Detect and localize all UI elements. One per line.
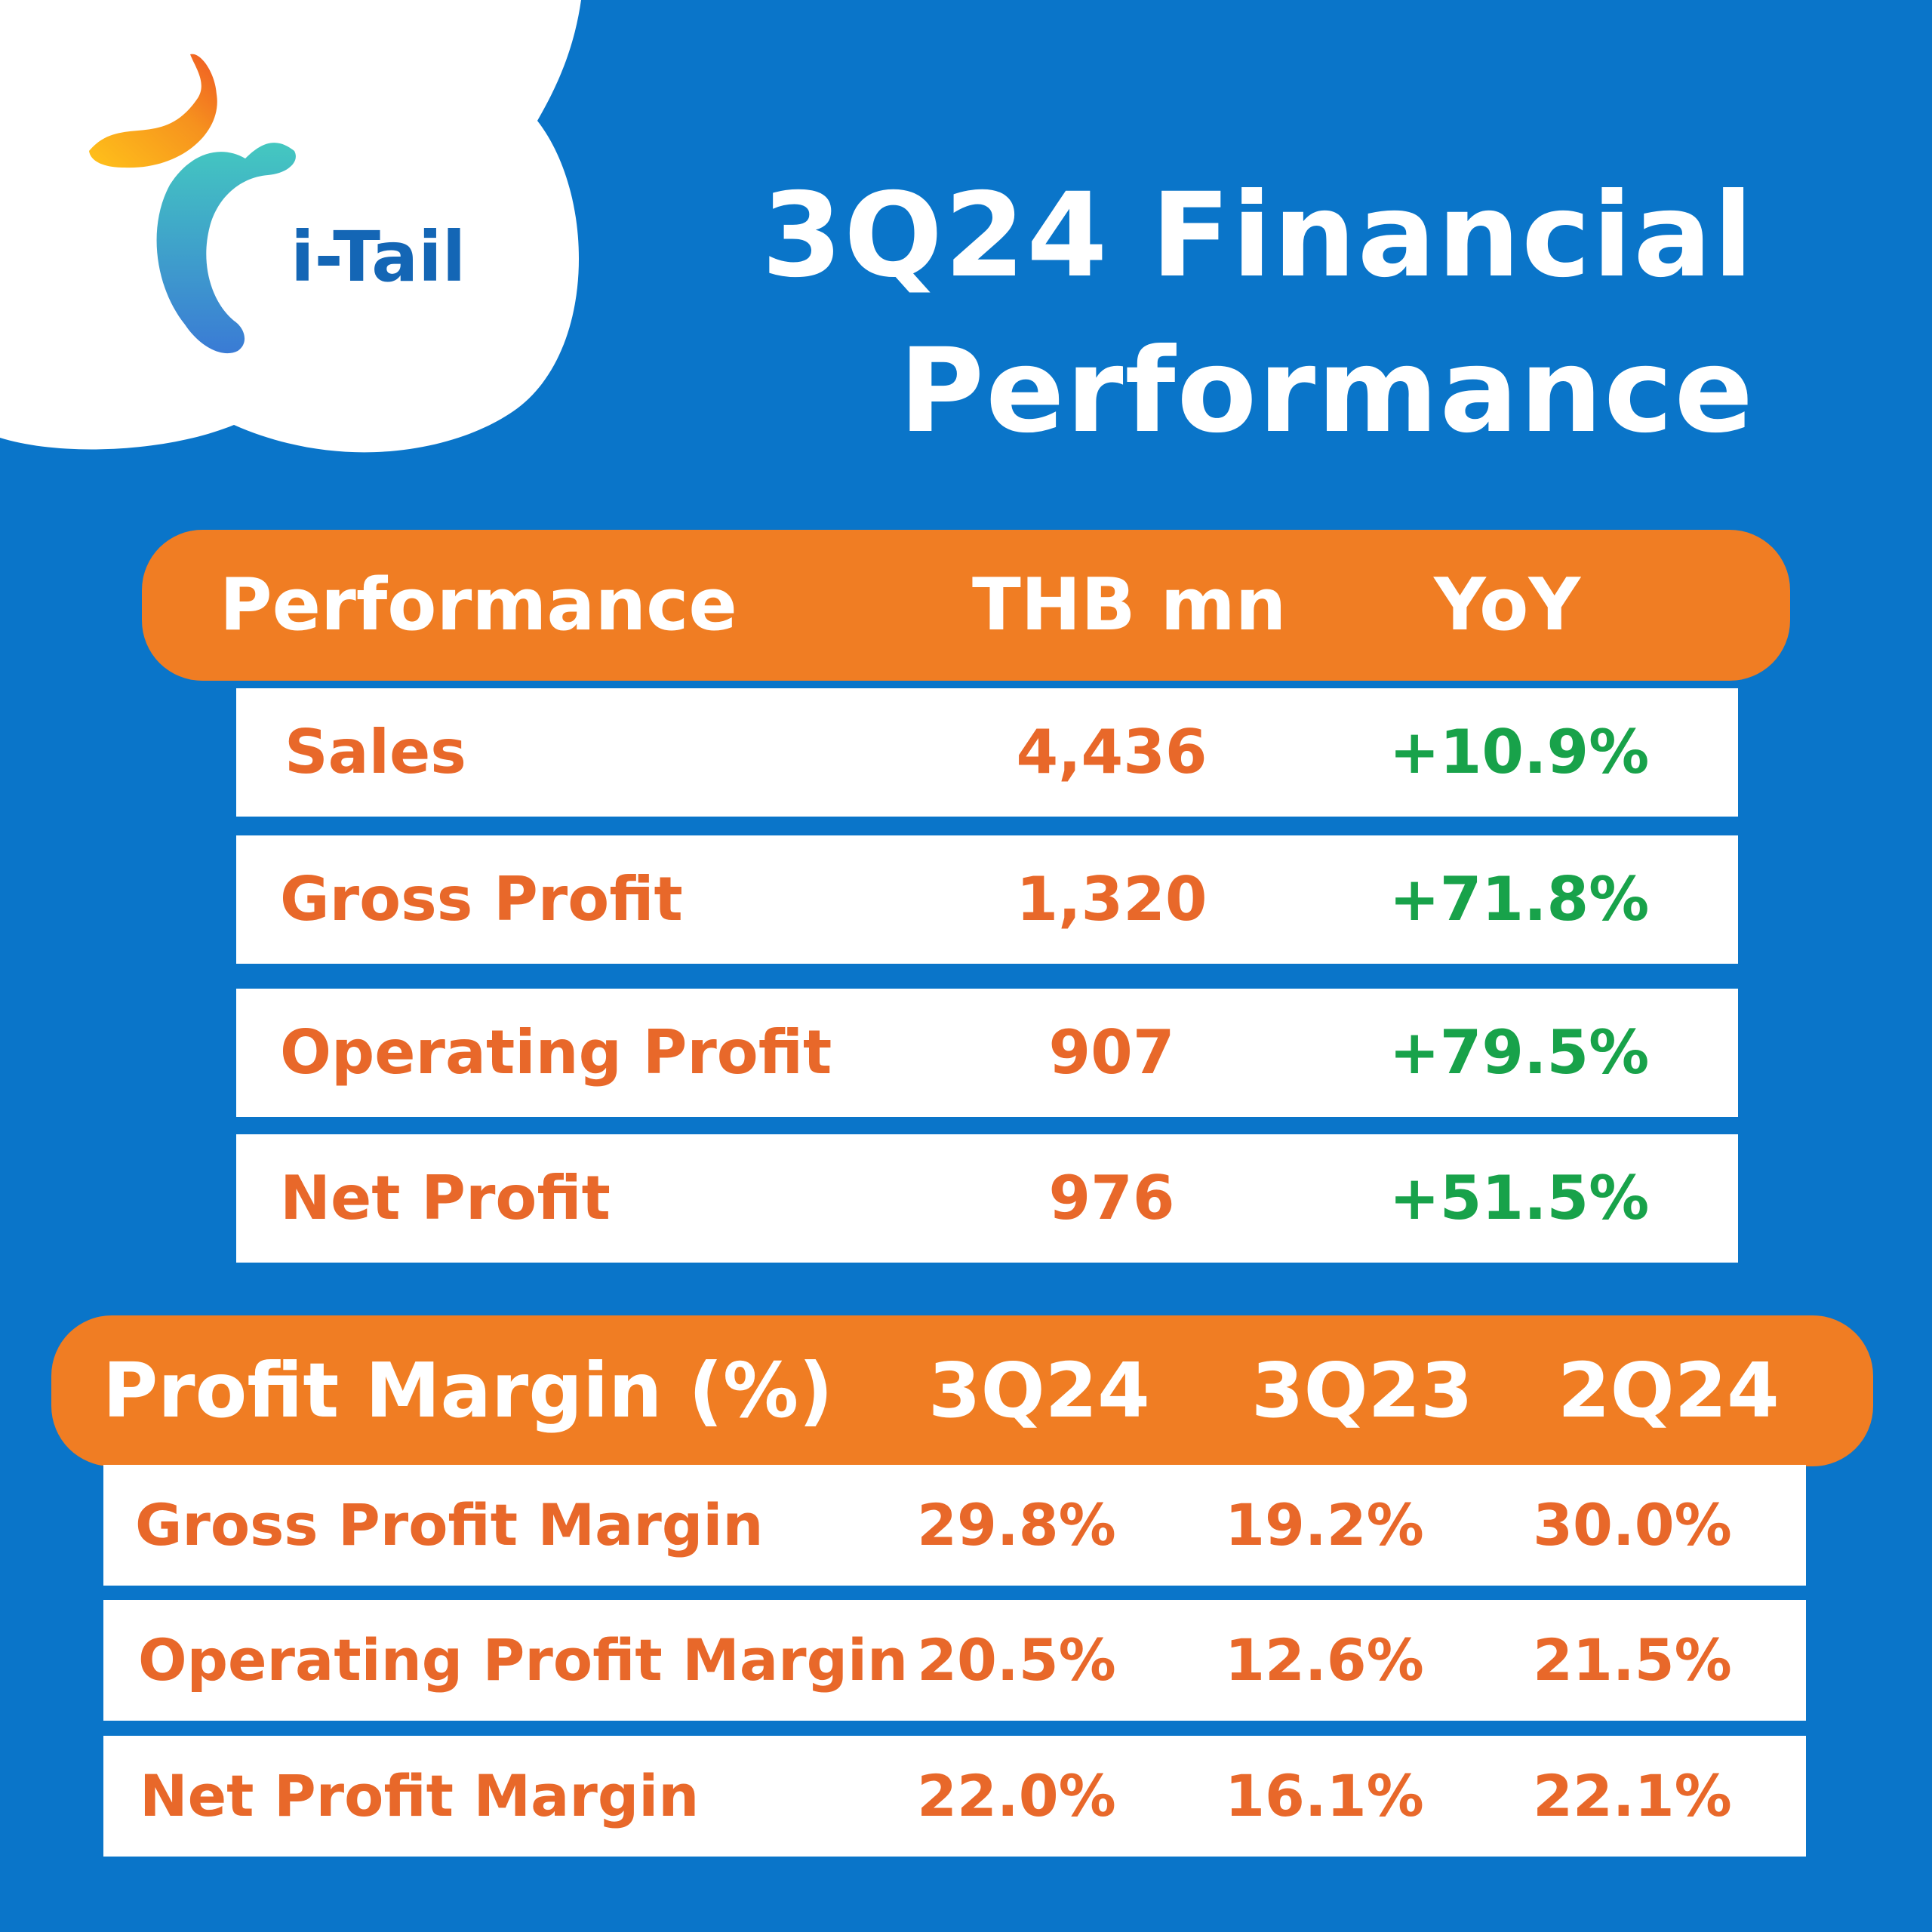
margin-table-header: Profit Margin (%) 3Q24 3Q23 2Q24	[51, 1315, 1873, 1466]
performance-row-operating-profit: Operating Profit 907 +79.5%	[236, 989, 1738, 1117]
row-label: Gross Profit Margin	[135, 1491, 764, 1558]
row-2q24: 30.0%	[1533, 1491, 1732, 1558]
row-3q23: 12.6%	[1225, 1626, 1424, 1694]
row-label: Operating Profit Margin	[138, 1626, 909, 1694]
row-value: 976	[1048, 1163, 1175, 1233]
header-performance: Performance	[220, 564, 737, 647]
row-3q23: 19.2%	[1225, 1491, 1424, 1558]
row-value: 1,320	[1016, 864, 1208, 934]
row-label: Net Profit Margin	[140, 1762, 700, 1829]
row-label: Gross Profit	[280, 864, 683, 934]
row-3q24: 22.0%	[917, 1762, 1116, 1829]
margin-row-net: Net Profit Margin 22.0% 16.1% 22.1%	[103, 1736, 1806, 1857]
row-yoy: +79.5%	[1389, 1017, 1650, 1088]
margin-row-gross: Gross Profit Margin 29.8% 19.2% 30.0%	[103, 1465, 1806, 1586]
row-label: Net Profit	[280, 1163, 611, 1233]
header-3q23: 3Q23	[1251, 1346, 1473, 1435]
row-3q23: 16.1%	[1225, 1762, 1424, 1829]
row-yoy: +10.9%	[1389, 717, 1650, 787]
tail-icon	[156, 143, 296, 354]
margin-row-operating: Operating Profit Margin 20.5% 12.6% 21.5…	[103, 1600, 1806, 1721]
row-label: Sales	[285, 717, 466, 787]
performance-table-header: Performance THB mn YoY	[142, 530, 1790, 681]
header-thb-mn: THB mn	[972, 564, 1287, 647]
performance-row-net-profit: Net Profit 976 +51.5%	[236, 1134, 1738, 1263]
title-line-1: 3Q24 Financial	[761, 168, 1755, 303]
wing-icon	[89, 54, 217, 168]
row-3q24: 29.8%	[917, 1491, 1116, 1558]
header-3q24: 3Q24	[928, 1346, 1150, 1435]
logo-cloud: i-Tail	[0, 0, 581, 453]
logo-text: i-Tail	[291, 217, 466, 297]
row-yoy: +51.5%	[1389, 1163, 1650, 1233]
performance-row-sales: Sales 4,436 +10.9%	[236, 688, 1738, 817]
row-label: Operating Profit	[280, 1017, 832, 1088]
header-profit-margin: Profit Margin (%)	[103, 1346, 833, 1435]
row-value: 907	[1048, 1017, 1175, 1088]
header-2q24: 2Q24	[1558, 1346, 1780, 1435]
performance-row-gross-profit: Gross Profit 1,320 +71.8%	[236, 835, 1738, 964]
i-tail-logo: i-Tail	[89, 54, 466, 354]
header-yoy: YoY	[1434, 564, 1581, 647]
row-2q24: 21.5%	[1533, 1626, 1732, 1694]
row-3q24: 20.5%	[917, 1626, 1116, 1694]
row-value: 4,436	[1016, 717, 1208, 787]
row-yoy: +71.8%	[1389, 864, 1650, 934]
page-title: 3Q24 Financial Performance	[761, 158, 1755, 469]
row-2q24: 22.1%	[1533, 1762, 1732, 1829]
title-line-2: Performance	[899, 324, 1755, 459]
